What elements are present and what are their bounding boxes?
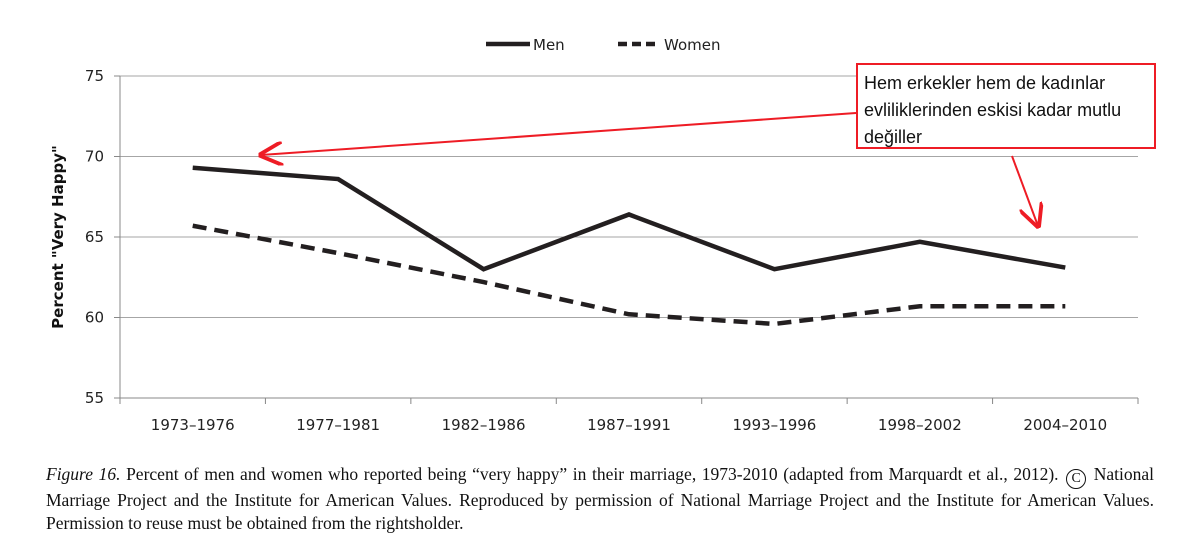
legend-men-label: Men — [533, 36, 565, 54]
y-tick-labels: 55 60 65 70 75 — [85, 67, 120, 407]
figure-caption: Figure 16. Percent of men and women who … — [46, 463, 1154, 535]
y-tick-label-55: 55 — [85, 389, 104, 407]
legend: Men Women — [486, 36, 720, 54]
caption-text: Percent of men and women who reported be… — [126, 464, 1059, 484]
x-tick-label-2: 1982–1986 — [442, 416, 526, 434]
y-axis-label: Percent "Very Happy" — [49, 145, 67, 329]
y-tick-label-70: 70 — [85, 148, 104, 166]
x-tick-label-0: 1973–1976 — [151, 416, 235, 434]
copyright-icon: C — [1066, 469, 1087, 489]
figure-label: Figure 16. — [46, 464, 121, 484]
series-line-women — [192, 223, 1066, 327]
y-tick-label-65: 65 — [85, 228, 104, 246]
x-tick-label-3: 1987–1991 — [587, 416, 671, 434]
x-tick-label-6: 2004–2010 — [1023, 416, 1107, 434]
legend-women-label: Women — [664, 36, 720, 54]
x-tick-label-1: 1977–1981 — [296, 416, 380, 434]
annotation-arrow-right — [1011, 155, 1038, 226]
series-lines — [192, 165, 1066, 327]
x-tick-label-4: 1993–1996 — [732, 416, 816, 434]
y-tick-label-60: 60 — [85, 309, 104, 327]
x-tick-label-5: 1998–2002 — [878, 416, 962, 434]
annotation-arrow-left — [261, 112, 857, 155]
annotation-box: Hem erkekler hem de kadınlar evlilikleri… — [856, 63, 1156, 149]
caption-credit: National Marriage Project and the Instit… — [46, 464, 1155, 533]
annotation-arrows — [261, 112, 1038, 226]
x-tick-labels: 1973–1976 1977–1981 1982–1986 1987–1991 1993… — [119, 398, 1139, 434]
y-tick-label-75: 75 — [85, 67, 104, 85]
series-line-men — [192, 165, 1066, 272]
annotation-text: Hem erkekler hem de kadınlar evlilikleri… — [864, 73, 1122, 147]
